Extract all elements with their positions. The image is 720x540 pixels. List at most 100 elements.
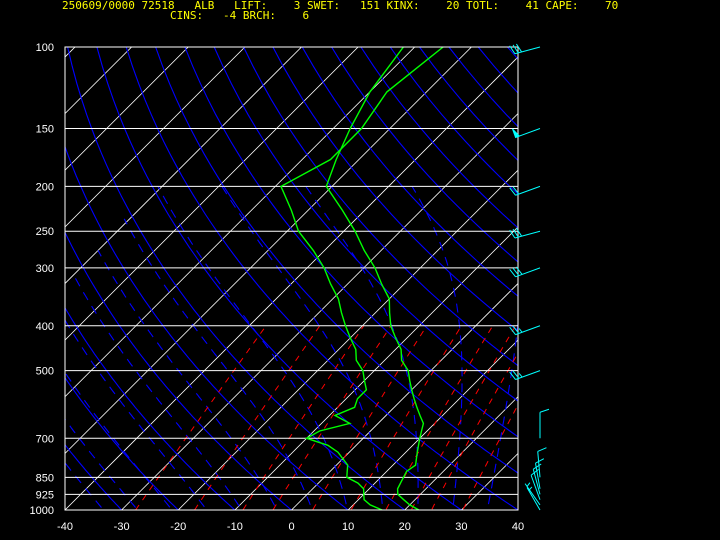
mixing-ratio-line	[430, 351, 518, 510]
wind-barb-feather	[509, 371, 516, 380]
temperature-tick-label: 10	[342, 521, 354, 533]
wind-barb-feather	[509, 229, 516, 239]
dry-adiabat-line	[448, 47, 518, 128]
wind-barb-staff	[514, 46, 541, 55]
pressure-tick-label: 150	[36, 124, 54, 136]
moist-adiabat-line	[221, 186, 384, 510]
moist-adiabat-line	[65, 319, 208, 510]
dewpoint-line	[280, 47, 444, 510]
temperature-tick-label: 20	[399, 521, 411, 533]
isotherm-line	[460, 452, 518, 510]
wind-barb-feather	[512, 267, 520, 276]
dry-adiabat-line	[242, 47, 518, 367]
wind-barb-pennant	[512, 128, 521, 139]
isotherm-line	[404, 396, 518, 510]
mixing-ratio-line	[272, 325, 392, 510]
isotherm-line	[177, 169, 518, 510]
temperature-tick-label: 0	[288, 521, 294, 533]
wind-barb-feather	[509, 269, 516, 278]
wind-barb-feather	[509, 326, 516, 335]
isotherm-line	[65, 47, 189, 171]
isotherm-line	[65, 47, 359, 341]
mixing-ratio-line	[350, 325, 462, 510]
header: 250609/0000 72518 ALB LIFT: 3 SWET: 151 …	[0, 0, 720, 26]
plot-area	[65, 26, 720, 520]
moist-adiabat-line	[123, 218, 313, 510]
moist-adiabat-line	[65, 418, 139, 510]
pressure-tick-label: 100	[36, 42, 54, 54]
wind-barb-feather	[516, 43, 523, 53]
moist-adiabat-line	[72, 274, 243, 510]
mixing-ratio-line	[312, 325, 428, 510]
temperature-tick-label: -10	[227, 521, 243, 533]
isotherm-line	[517, 509, 518, 510]
mixing-ratio-line	[462, 403, 518, 510]
wind-barb-feather	[532, 463, 542, 470]
wind-barb	[526, 486, 541, 511]
dry-adiabat-line	[418, 47, 518, 162]
mixing-ratio-line	[134, 325, 267, 510]
pressure-tick-label: 250	[36, 226, 54, 238]
wind-barb	[532, 463, 542, 495]
isotherm-line	[347, 339, 518, 510]
wind-barb	[509, 370, 541, 380]
wind-barb-staff	[532, 469, 541, 495]
mixing-ratio-line	[193, 325, 321, 510]
wind-barb-feather	[537, 447, 547, 452]
plot-frame	[64, 46, 519, 511]
pressure-tick-label: 400	[36, 321, 54, 333]
isotherm-line	[121, 113, 518, 510]
wind-barb-staff	[524, 483, 541, 506]
dry-adiabat-line	[506, 47, 518, 60]
pressure-tick-label: 925	[36, 489, 54, 501]
wind-barb	[509, 325, 541, 336]
moist-adiabat-line	[411, 186, 463, 510]
wind-barb-feather	[516, 227, 523, 237]
wind-barb	[509, 185, 541, 196]
mixing-ratio-line	[242, 325, 365, 510]
pressure-tick-label: 200	[36, 181, 54, 193]
wind-barb-feather	[530, 468, 539, 476]
wind-barb-half-feather	[526, 482, 531, 487]
wind-barb-feather	[509, 187, 516, 196]
wind-barb	[509, 43, 541, 55]
isotherm-line	[65, 47, 472, 454]
header-line-1: 250609/0000 72518 ALB LIFT: 3 SWET: 151 …	[62, 0, 619, 12]
header-line-2: CINS: -4 BRCH: 6	[170, 9, 310, 22]
mixing-ratio-line	[385, 325, 494, 510]
dry-adiabat-line	[477, 47, 518, 94]
wind-barb-staff	[526, 487, 541, 511]
dry-adiabat-line	[576, 26, 720, 520]
wind-barb-feather	[535, 458, 545, 464]
dry-adiabat-line	[65, 145, 350, 510]
isotherm-line	[65, 47, 303, 285]
mixing-ratio-line	[410, 325, 516, 510]
wind-barb	[537, 447, 547, 478]
moist-adiabat-line	[97, 250, 278, 510]
isotherm-line	[65, 47, 246, 228]
wind-barb-half-feather	[518, 373, 523, 378]
wind-barb-feather	[515, 266, 523, 275]
temperature-tick-label: -30	[114, 521, 130, 533]
wind-barb-feather	[509, 45, 516, 55]
wind-barb-feather	[539, 408, 550, 413]
isotherm-line	[65, 47, 416, 398]
wind-barb-feather	[512, 370, 520, 379]
dry-adiabat-line	[519, 26, 720, 520]
dry-adiabat-line	[547, 26, 720, 520]
wind-barb-half-feather	[518, 328, 523, 333]
pressure-tick-label: 500	[36, 366, 54, 378]
wind-barb-staff	[534, 463, 541, 489]
moist-adiabat-line	[486, 186, 518, 510]
dry-adiabat-line	[65, 443, 123, 510]
wind-barb-staff	[515, 325, 541, 336]
wind-barb-staff	[515, 185, 541, 196]
pressure-tick-label: 700	[36, 433, 54, 445]
moist-adiabat-line	[65, 371, 173, 510]
wind-barb	[539, 408, 550, 439]
wind-barb	[530, 468, 541, 500]
wind-barb-feather	[512, 325, 520, 334]
isotherm-line	[65, 56, 518, 510]
moist-adiabat-line	[305, 186, 419, 510]
wind-barb	[509, 266, 541, 278]
